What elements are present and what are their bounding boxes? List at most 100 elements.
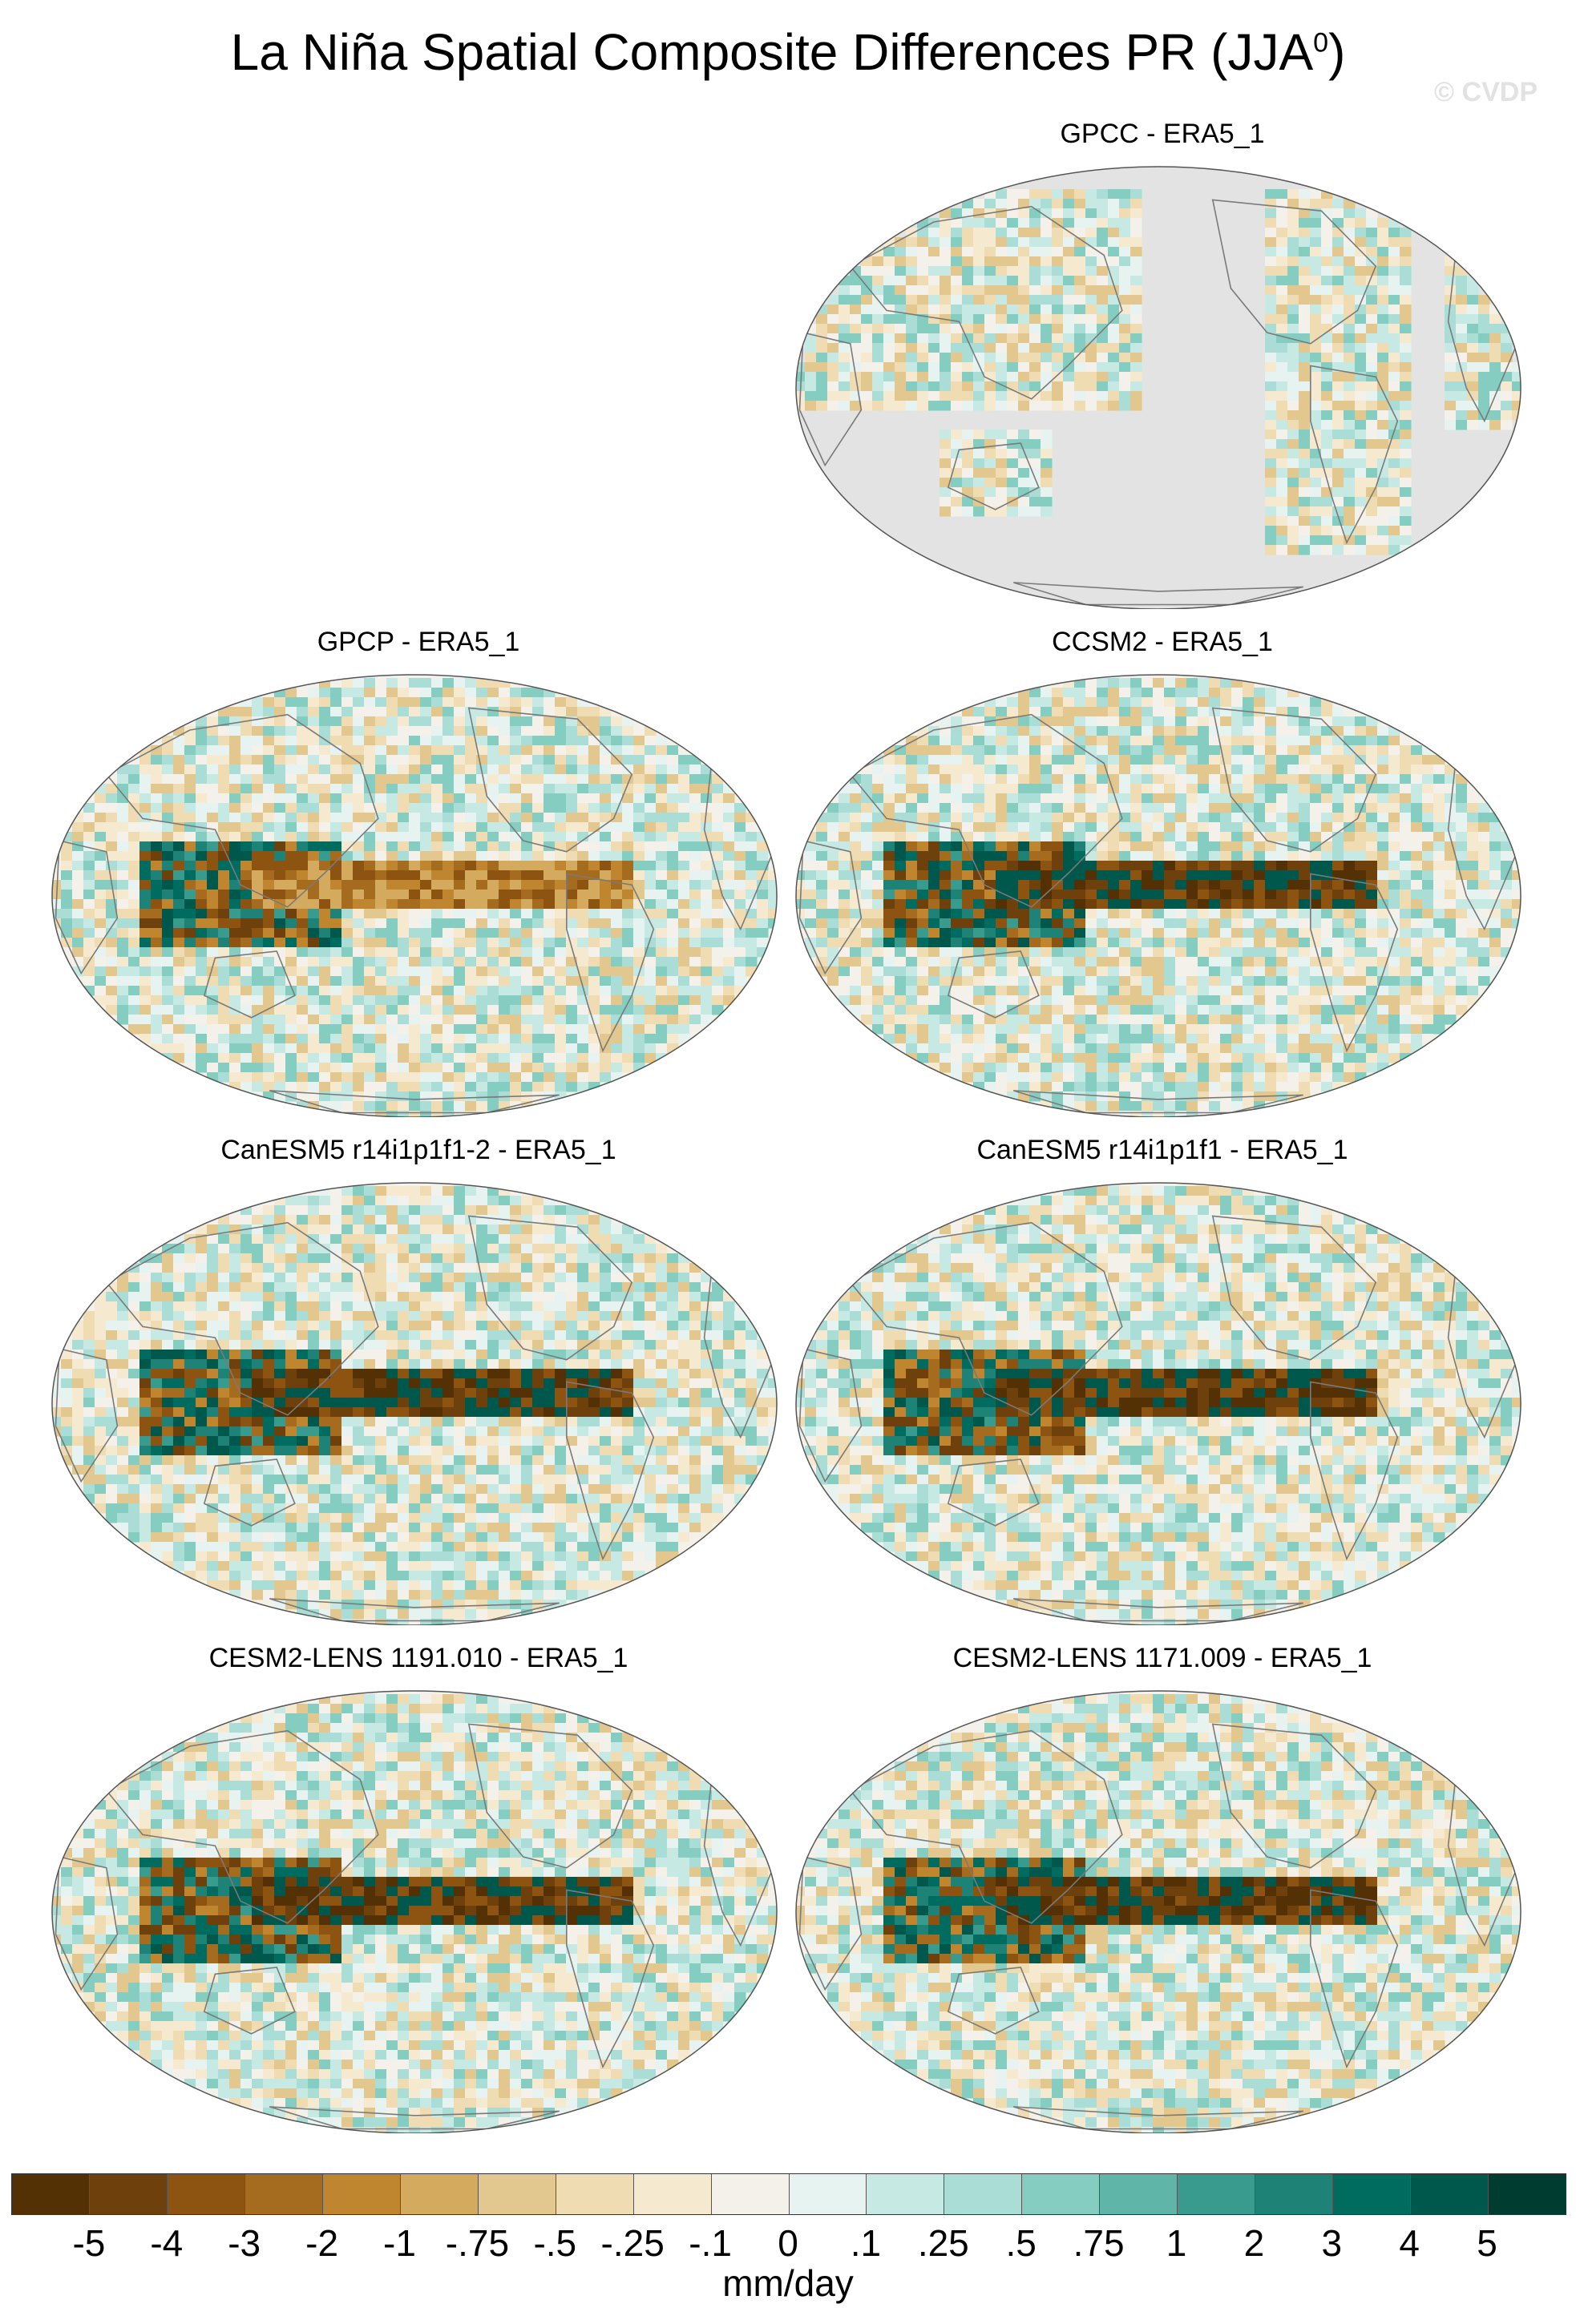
- field-cell: [1478, 314, 1490, 325]
- field-cell: [454, 1024, 466, 1035]
- field-cell: [906, 774, 918, 785]
- field-cell: [274, 726, 286, 736]
- field-cell: [117, 803, 129, 813]
- coastline: [849, 205, 1123, 400]
- field-cell: [1018, 314, 1030, 325]
- field-cell: [1265, 343, 1277, 353]
- field-cell: [319, 1005, 331, 1015]
- field-cell: [712, 880, 724, 890]
- field-cell: [689, 938, 701, 948]
- field-cell: [173, 745, 185, 756]
- field-cell: [139, 986, 152, 996]
- field-cell: [746, 880, 758, 890]
- field-cell: [173, 1034, 185, 1044]
- field-cell: [1355, 765, 1367, 775]
- field-cell: [1321, 478, 1333, 488]
- field-cell: [1007, 305, 1019, 315]
- field-cell: [353, 745, 365, 756]
- field-cell: [1130, 851, 1142, 861]
- field-cell: [940, 468, 952, 478]
- field-cell: [1018, 430, 1030, 440]
- field-cell: [1007, 832, 1019, 842]
- field-cell: [431, 813, 443, 823]
- field-cell: [139, 793, 152, 804]
- field-cell: [454, 1091, 466, 1102]
- field-cell: [1344, 430, 1356, 440]
- field-cell: [600, 822, 612, 833]
- field-cell: [611, 736, 623, 746]
- field-cell: [61, 851, 73, 861]
- field-cell: [951, 832, 963, 842]
- field-cell: [962, 832, 974, 842]
- field-cell: [1119, 247, 1131, 257]
- field-cell: [1052, 822, 1064, 833]
- field-cell: [839, 803, 851, 813]
- field-cell: [805, 841, 817, 852]
- field-cell: [375, 784, 387, 794]
- field-cell: [984, 237, 996, 248]
- field-cell: [906, 314, 918, 325]
- field-cell: [207, 803, 219, 813]
- field-cell: [386, 976, 398, 986]
- field-cell: [1299, 861, 1311, 871]
- field-cell: [207, 745, 219, 756]
- field-cell: [1018, 793, 1030, 804]
- field-cell: [1254, 697, 1266, 708]
- field-cell: [984, 745, 996, 756]
- field-cell: [454, 966, 466, 977]
- field-cell: [1198, 890, 1210, 900]
- field-cell: [984, 353, 996, 363]
- field-cell: [139, 1015, 152, 1025]
- field-cell: [1310, 726, 1322, 736]
- field-cell: [1085, 285, 1097, 296]
- field-cell: [229, 966, 241, 977]
- field-cell: [1388, 861, 1400, 871]
- field-cell: [1029, 822, 1041, 833]
- field-cell: [1411, 861, 1423, 871]
- field-cell: [229, 880, 241, 890]
- field-cell: [196, 909, 208, 919]
- field-cell: [1007, 784, 1019, 794]
- field-cell: [996, 880, 1008, 890]
- field-cell: [532, 947, 544, 958]
- field-cell: [712, 899, 724, 910]
- field-cell: [151, 841, 163, 852]
- field-cell: [656, 745, 668, 756]
- field-cell: [1029, 276, 1041, 286]
- field-cell: [375, 918, 387, 929]
- field-cell: [1321, 468, 1333, 478]
- field-cell: [1007, 822, 1019, 833]
- field-cell: [1097, 276, 1109, 286]
- field-cell: [1175, 861, 1187, 871]
- field-cell: [229, 832, 241, 842]
- field-cell: [1220, 880, 1232, 890]
- field-cell: [1074, 228, 1086, 238]
- field-cell: [1175, 918, 1187, 929]
- field-cell: [1198, 899, 1210, 910]
- field-cell: [1007, 813, 1019, 823]
- field-cell: [1388, 353, 1400, 363]
- field-cell: [1388, 314, 1400, 325]
- field-cell: [1052, 755, 1064, 765]
- field-cell: [184, 861, 196, 871]
- field-cell: [106, 938, 118, 948]
- field-cell: [442, 1043, 455, 1054]
- field-cell: [442, 774, 455, 785]
- field-cell: [1063, 285, 1075, 296]
- field-cell: [151, 784, 163, 794]
- field-cell: [1097, 736, 1109, 746]
- field-cell: [917, 784, 929, 794]
- field-cell: [1186, 755, 1198, 765]
- field-cell: [117, 928, 129, 938]
- field-cell: [1085, 333, 1097, 344]
- field-cell: [285, 1015, 297, 1025]
- field-cell: [1108, 247, 1120, 257]
- field-cell: [611, 822, 623, 833]
- field-cell: [252, 765, 264, 775]
- field-cell: [1310, 458, 1322, 469]
- field-cell: [906, 803, 918, 813]
- field-cell: [1018, 468, 1030, 478]
- field-cell: [83, 947, 95, 958]
- field-cell: [173, 851, 185, 861]
- field-cell: [1018, 372, 1030, 382]
